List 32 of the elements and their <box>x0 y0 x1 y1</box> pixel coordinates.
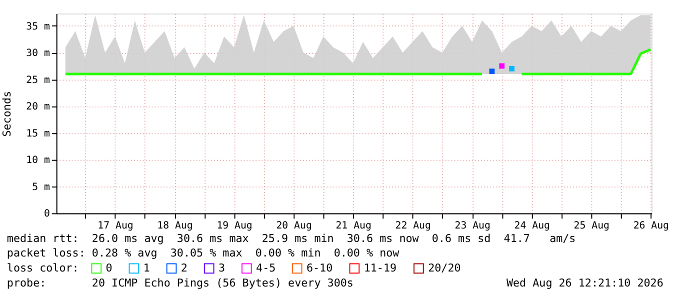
y-tick-label: 5 m <box>32 182 50 193</box>
x-tick-label: 19 Aug <box>216 220 252 232</box>
legend-label: 20/20 <box>428 261 461 274</box>
y-tick-label: 30 m <box>26 48 50 60</box>
legend-label: 6-10 <box>306 261 333 274</box>
y-tick-label: 35 m <box>26 21 50 32</box>
y-tick-label: 10 m <box>26 155 50 166</box>
y-axis-title: Seconds <box>0 90 14 137</box>
y-tick-label: 20 m <box>26 102 50 113</box>
x-tick-label: 20 Aug <box>276 220 312 232</box>
x-tick-label: 24 Aug <box>514 220 550 232</box>
x-tick-label: 21 Aug <box>336 220 372 232</box>
x-tick-label: 22 Aug <box>395 220 431 232</box>
text: Wed Aug 26 12:21:10 2026 <box>506 276 664 290</box>
text: packet loss: 0.28 % avg 30.05 % max 0.00 % min 0.00 % now <box>6 246 400 260</box>
legend-label: 1 <box>143 261 150 274</box>
text: probe: 20 ICMP Echo Pings (56 Bytes) every 300s <box>6 276 354 290</box>
legend-label: 11-19 <box>364 261 397 274</box>
legend-label: 0 <box>106 261 112 274</box>
y-tick-label: 25 m <box>26 74 50 86</box>
x-tick-label: 18 Aug <box>157 220 193 232</box>
legend-title: loss color: <box>6 262 79 275</box>
legend-label: 3 <box>218 261 226 274</box>
legend-label: 2 <box>180 261 188 274</box>
legend-label: 4-5 <box>256 261 276 274</box>
x-tick-label: 26 Aug <box>633 220 670 232</box>
text: median rtt: 26.0 ms avg 30.6 ms max 25.9 ms min 30.6 ms now 0.6 ms sd 41.7 am/s <box>6 232 576 245</box>
x-tick-label: 17 Aug <box>98 220 134 232</box>
x-tick-label: 25 Aug <box>574 220 610 232</box>
x-tick-label: 23 Aug <box>454 220 490 232</box>
y-tick-label: 0 <box>44 208 50 220</box>
y-tick-label: 15 m <box>26 128 50 140</box>
